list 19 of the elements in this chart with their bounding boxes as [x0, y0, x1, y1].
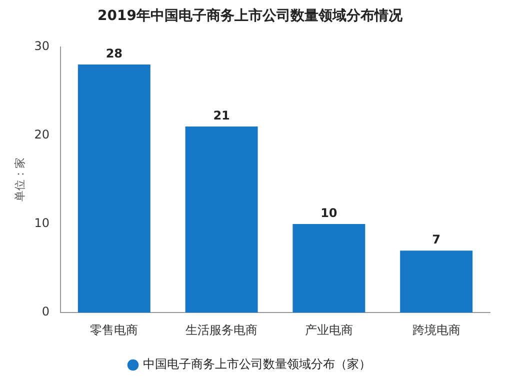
chart-title: 2019年中国电子商务上市公司数量领域分布情况 — [98, 7, 404, 24]
x-tick-label: 跨境电商 — [412, 322, 460, 337]
y-tick-label: 10 — [34, 216, 50, 230]
data-label: 21 — [213, 108, 230, 123]
data-label: 7 — [432, 232, 440, 247]
y-tick-label: 30 — [34, 38, 50, 53]
x-tick-label: 生活服务电商 — [186, 322, 258, 337]
x-tick-label: 零售电商 — [90, 322, 138, 337]
data-label: 10 — [320, 206, 338, 220]
y-tick-label: 20 — [34, 128, 50, 142]
legend-label: 中国电子商务上市公司数量领域分布（家） — [143, 357, 371, 372]
y-axis-title: 单位：家 — [13, 158, 26, 202]
bar — [292, 224, 366, 313]
data-label: 28 — [106, 46, 123, 61]
bar — [78, 64, 150, 313]
x-tick-label: 产业电商 — [304, 322, 353, 337]
bar — [185, 126, 258, 313]
bar — [400, 250, 473, 313]
y-tick-label: 0 — [42, 304, 50, 319]
